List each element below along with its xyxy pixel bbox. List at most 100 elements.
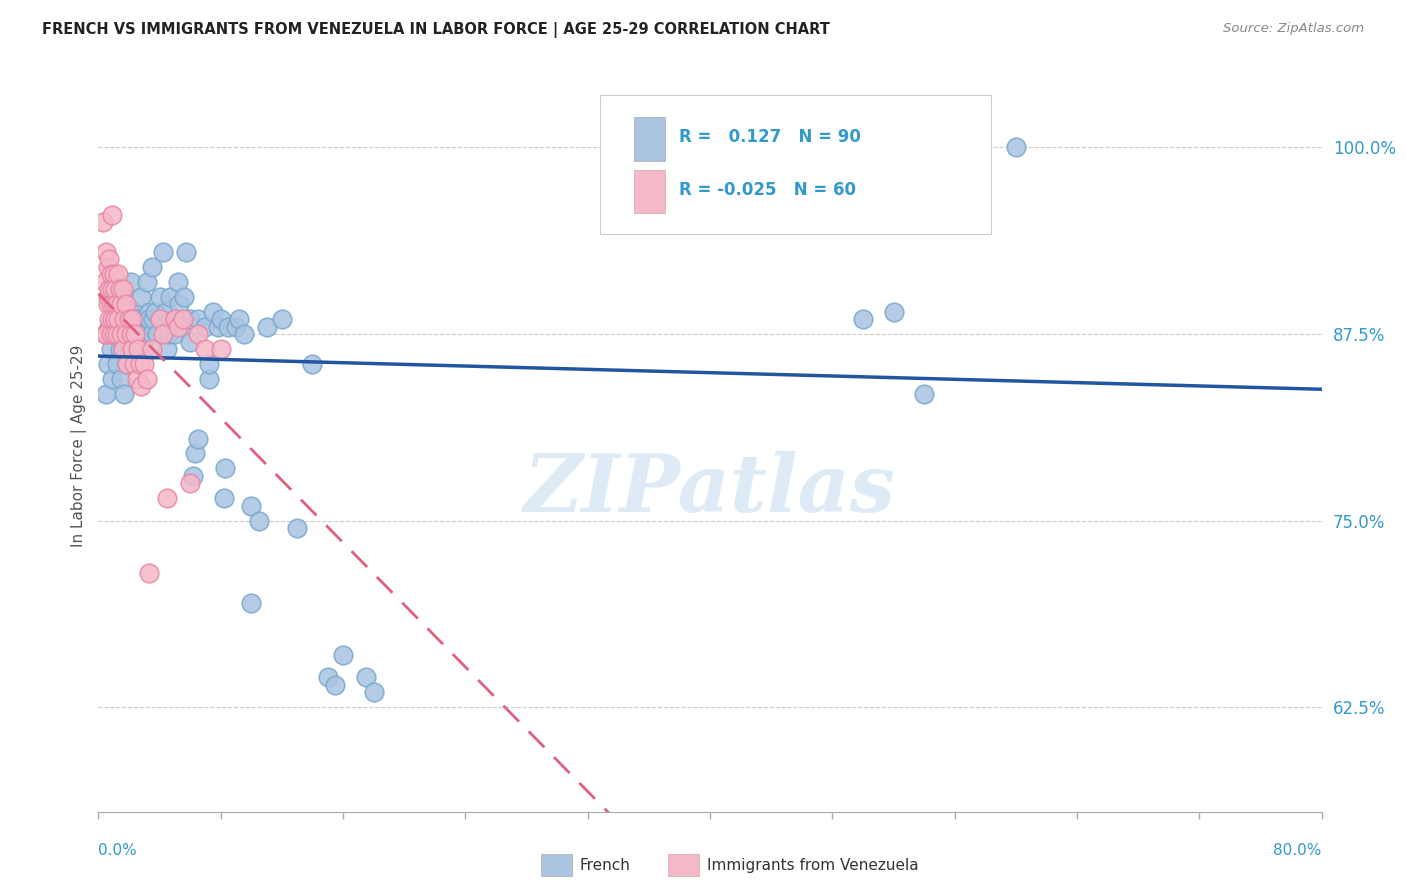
- Text: FRENCH VS IMMIGRANTS FROM VENEZUELA IN LABOR FORCE | AGE 25-29 CORRELATION CHART: FRENCH VS IMMIGRANTS FROM VENEZUELA IN L…: [42, 22, 830, 38]
- Point: [97, 297, 120, 311]
- Point: [97, 290, 120, 304]
- Point: [1004, 140, 1026, 154]
- Point: [115, 326, 138, 341]
- Point: [623, 140, 645, 154]
- Point: [240, 499, 263, 513]
- Point: [93, 326, 115, 341]
- Point: [117, 357, 139, 371]
- Point: [167, 275, 190, 289]
- Point: [156, 342, 179, 356]
- Point: [354, 670, 377, 684]
- Point: [100, 342, 122, 356]
- Point: [179, 312, 201, 326]
- Point: [143, 304, 166, 318]
- Point: [157, 326, 180, 341]
- Point: [97, 260, 120, 274]
- Point: [129, 379, 152, 393]
- Point: [115, 312, 138, 326]
- Y-axis label: In Labor Force | Age 25-29: In Labor Force | Age 25-29: [72, 345, 87, 547]
- Point: [240, 596, 263, 610]
- Point: [108, 342, 131, 356]
- Point: [124, 342, 146, 356]
- Point: [167, 319, 190, 334]
- Point: [912, 386, 935, 401]
- Point: [141, 326, 163, 341]
- Point: [153, 312, 176, 326]
- Point: [101, 208, 124, 222]
- Point: [332, 648, 354, 662]
- Point: [101, 372, 124, 386]
- Text: French: French: [579, 858, 630, 872]
- Point: [94, 386, 117, 401]
- Point: [197, 372, 219, 386]
- Point: [104, 312, 127, 326]
- Point: [105, 357, 128, 371]
- Point: [98, 282, 121, 296]
- Point: [159, 290, 181, 304]
- Bar: [634, 117, 665, 161]
- Point: [141, 342, 163, 356]
- Text: 0.0%: 0.0%: [98, 843, 138, 858]
- Point: [232, 326, 254, 341]
- Point: [138, 312, 160, 326]
- Text: R = -0.025   N = 60: R = -0.025 N = 60: [679, 181, 856, 199]
- Point: [173, 290, 195, 304]
- Point: [111, 342, 134, 356]
- Point: [118, 304, 141, 318]
- Point: [145, 326, 167, 341]
- Point: [103, 297, 125, 311]
- Point: [142, 312, 165, 326]
- Point: [285, 521, 308, 535]
- Point: [225, 319, 247, 334]
- Point: [110, 372, 132, 386]
- Point: [110, 312, 132, 326]
- Point: [105, 297, 128, 311]
- FancyBboxPatch shape: [600, 95, 991, 234]
- Point: [124, 326, 146, 341]
- Point: [217, 319, 239, 334]
- Point: [98, 319, 121, 334]
- Point: [134, 326, 156, 341]
- Point: [184, 446, 207, 460]
- Point: [169, 297, 191, 311]
- Point: [108, 282, 131, 296]
- Point: [194, 342, 217, 356]
- Point: [197, 357, 219, 371]
- Point: [110, 297, 132, 311]
- Point: [187, 312, 209, 326]
- Point: [134, 357, 156, 371]
- Point: [117, 357, 139, 371]
- Point: [155, 304, 177, 318]
- Point: [105, 304, 128, 318]
- Point: [149, 312, 172, 326]
- Point: [207, 319, 229, 334]
- Point: [103, 268, 125, 282]
- Point: [149, 290, 172, 304]
- Point: [125, 372, 148, 386]
- Point: [172, 312, 194, 326]
- Point: [202, 304, 225, 318]
- Point: [101, 312, 124, 326]
- Point: [128, 357, 150, 371]
- Point: [212, 491, 235, 506]
- Point: [163, 326, 186, 341]
- Point: [136, 275, 159, 289]
- Point: [93, 275, 115, 289]
- Point: [112, 312, 135, 326]
- Point: [141, 260, 163, 274]
- Point: [163, 312, 186, 326]
- Point: [111, 290, 134, 304]
- Point: [91, 215, 114, 229]
- Point: [115, 297, 138, 311]
- Point: [104, 282, 127, 296]
- Point: [172, 319, 194, 334]
- Text: R =   0.127   N = 90: R = 0.127 N = 90: [679, 128, 862, 146]
- Point: [111, 282, 134, 296]
- Point: [94, 326, 117, 341]
- Point: [163, 312, 186, 326]
- Point: [107, 268, 129, 282]
- Point: [138, 566, 160, 580]
- Point: [105, 326, 128, 341]
- Point: [181, 468, 204, 483]
- Point: [209, 312, 232, 326]
